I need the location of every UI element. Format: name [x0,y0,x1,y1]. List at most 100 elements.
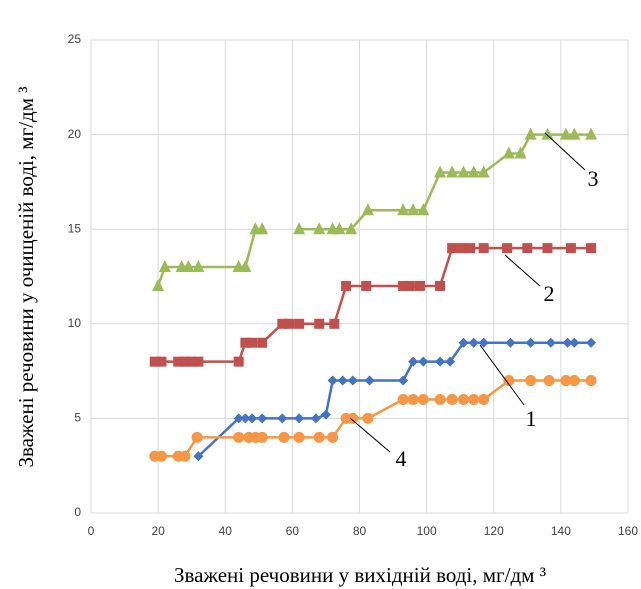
marker [337,375,348,386]
marker [193,356,204,367]
marker [277,318,288,329]
marker [404,280,415,291]
marker [397,203,410,216]
marker [257,413,268,424]
marker [240,337,251,348]
marker [179,356,190,367]
marker [233,413,244,424]
marker [468,337,479,348]
marker [277,413,288,424]
marker [320,409,331,420]
marker [478,243,489,254]
marker [456,243,467,254]
marker [408,356,419,367]
marker [445,356,456,367]
marker [568,375,580,387]
y-tick-label: 10 [68,316,82,330]
marker [186,356,197,367]
marker [407,203,420,216]
marker [341,280,352,291]
marker [347,412,359,424]
marker [284,318,295,329]
marker [247,413,258,424]
marker [293,431,305,443]
marker [240,413,251,424]
marker [398,375,409,386]
marker [397,393,409,405]
marker [541,127,554,140]
x-tick-label: 100 [417,524,437,538]
marker [435,356,446,367]
marker [502,243,513,254]
marker [179,450,191,462]
marker [586,243,597,254]
marker [329,318,340,329]
y-tick-label: 5 [74,411,81,425]
marker [447,243,458,254]
series-line [156,227,263,287]
x-tick-label: 120 [484,524,504,538]
y-tick-label: 0 [74,505,81,519]
marker [559,127,572,140]
marker [407,393,419,405]
marker [156,356,167,367]
marker [361,203,374,216]
marker [525,337,536,348]
marker [543,375,555,387]
marker [525,375,537,387]
marker [565,243,576,254]
marker [586,337,597,348]
marker [477,165,490,178]
marker [458,337,469,348]
marker [149,356,160,367]
marker [347,375,358,386]
y-axis-title: Зважені речовини у очищеній воді, мг/дм … [14,86,38,467]
marker [505,337,516,348]
marker [294,413,305,424]
series-line [154,246,592,363]
annotation: 4 [396,446,407,471]
annotation: 1 [526,406,537,431]
x-tick-label: 80 [353,524,367,538]
x-tick-label: 140 [551,524,571,538]
annotation: 2 [544,281,555,306]
annotation-leader [349,417,391,453]
marker [514,146,527,159]
y-tick-label: 20 [68,127,82,141]
marker [278,431,290,443]
marker [233,431,245,443]
marker [327,375,338,386]
marker [361,280,372,291]
marker [446,393,458,405]
annotation-leader [479,344,525,406]
marker [417,203,430,216]
marker [457,165,470,178]
marker [345,222,358,235]
annotation-leader [544,132,586,171]
marker [468,393,480,405]
marker [256,222,269,235]
marker [585,127,598,140]
marker [503,375,515,387]
marker [478,393,490,405]
marker [418,356,429,367]
marker [193,451,204,462]
marker [257,337,268,348]
marker [414,280,425,291]
marker [293,222,306,235]
marker [327,431,339,443]
marker [562,337,573,348]
marker [542,243,553,254]
marker [310,413,321,424]
marker [192,260,205,273]
marker [239,260,252,273]
marker [233,356,244,367]
marker [333,222,346,235]
marker [417,393,429,405]
marker [314,318,325,329]
marker [467,165,480,178]
marker [152,278,165,291]
marker [434,393,446,405]
marker [502,146,515,159]
marker [522,243,533,254]
